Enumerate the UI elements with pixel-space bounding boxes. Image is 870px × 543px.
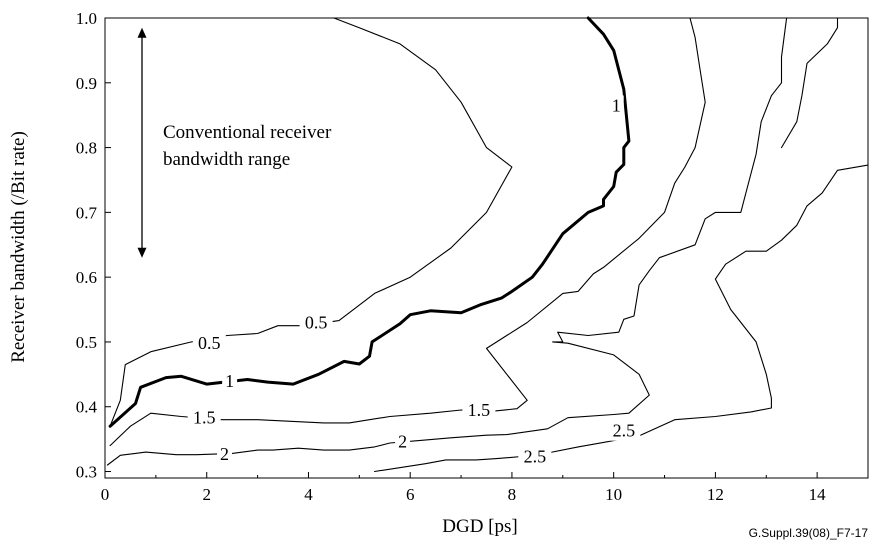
contour-label-bg — [518, 446, 552, 467]
contour-line-0-5 — [109, 17, 513, 427]
contour-label: 2 — [398, 432, 407, 452]
x-tick-label: 8 — [508, 485, 517, 504]
contour-label-bg — [395, 431, 411, 452]
x-tick-label: 4 — [304, 485, 313, 504]
y-tick-label: 0.8 — [76, 139, 97, 158]
bandwidth-range-annotation: Conventional receiver bandwidth range — [137, 27, 332, 258]
y-tick-label: 0.6 — [76, 268, 97, 287]
contour-label-bg — [187, 407, 221, 428]
contour-line-2-5 — [374, 164, 869, 473]
contour-lines — [106, 16, 869, 473]
y-tick-label: 0.9 — [76, 74, 97, 93]
contour-label: 1.5 — [193, 408, 216, 428]
contour-label: 2.5 — [613, 421, 636, 441]
x-axis-ticks: 0 2 4 6 8 10 12 14 — [101, 472, 826, 504]
plot-border — [104, 17, 869, 479]
y-tick-label: 0.4 — [76, 398, 98, 417]
contour-label: 0.5 — [305, 313, 328, 333]
contour-label: 1.5 — [468, 400, 491, 420]
contour-label: 2 — [220, 444, 229, 464]
plot-frame — [104, 17, 869, 479]
contour-label-bg — [217, 444, 233, 465]
contour-line-2 — [106, 17, 788, 466]
x-tick-label: 10 — [605, 485, 622, 504]
x-tick-label: 2 — [202, 485, 211, 504]
contour-line-2-5-upper — [780, 17, 839, 149]
x-tick-label: 0 — [101, 485, 110, 504]
contour-label: 0.5 — [198, 333, 221, 353]
y-tick-label: 0.3 — [76, 463, 97, 482]
x-axis-title: DGD [ps] — [442, 516, 517, 537]
contour-label-bg — [192, 333, 226, 354]
contour-label-bg — [607, 420, 641, 441]
contour-label: 1 — [612, 95, 621, 115]
y-tick-label: 0.7 — [76, 203, 98, 222]
contour-label-bg — [608, 95, 624, 116]
figure-id: G.Suppl.39(08)_F7-17 — [749, 526, 869, 540]
contour-label-bg — [299, 312, 333, 333]
contour-label-bg — [222, 370, 238, 391]
y-axis-ticks: 0.3 0.4 0.5 0.6 0.7 0.8 0.9 1.0 — [76, 9, 111, 482]
y-axis-title: Receiver bandwidth (/Bit rate) — [8, 131, 29, 363]
x-tick-label: 12 — [707, 485, 724, 504]
x-tick-label: 14 — [809, 485, 827, 504]
annotation-line-1: Conventional receiver — [163, 122, 332, 143]
y-tick-label: 0.5 — [76, 333, 97, 352]
arrow-head-down-icon — [137, 247, 147, 258]
x-tick-label: 6 — [406, 485, 415, 504]
contour-label: 2.5 — [524, 447, 547, 467]
annotation-line-2: bandwidth range — [163, 149, 290, 170]
arrow-head-up-icon — [137, 27, 147, 38]
contour-label: 1 — [225, 371, 234, 391]
y-tick-label: 1.0 — [76, 9, 97, 28]
contour-label-bg — [462, 399, 496, 420]
contour-line-1-5 — [109, 17, 706, 447]
contour-line-1 — [108, 16, 631, 428]
